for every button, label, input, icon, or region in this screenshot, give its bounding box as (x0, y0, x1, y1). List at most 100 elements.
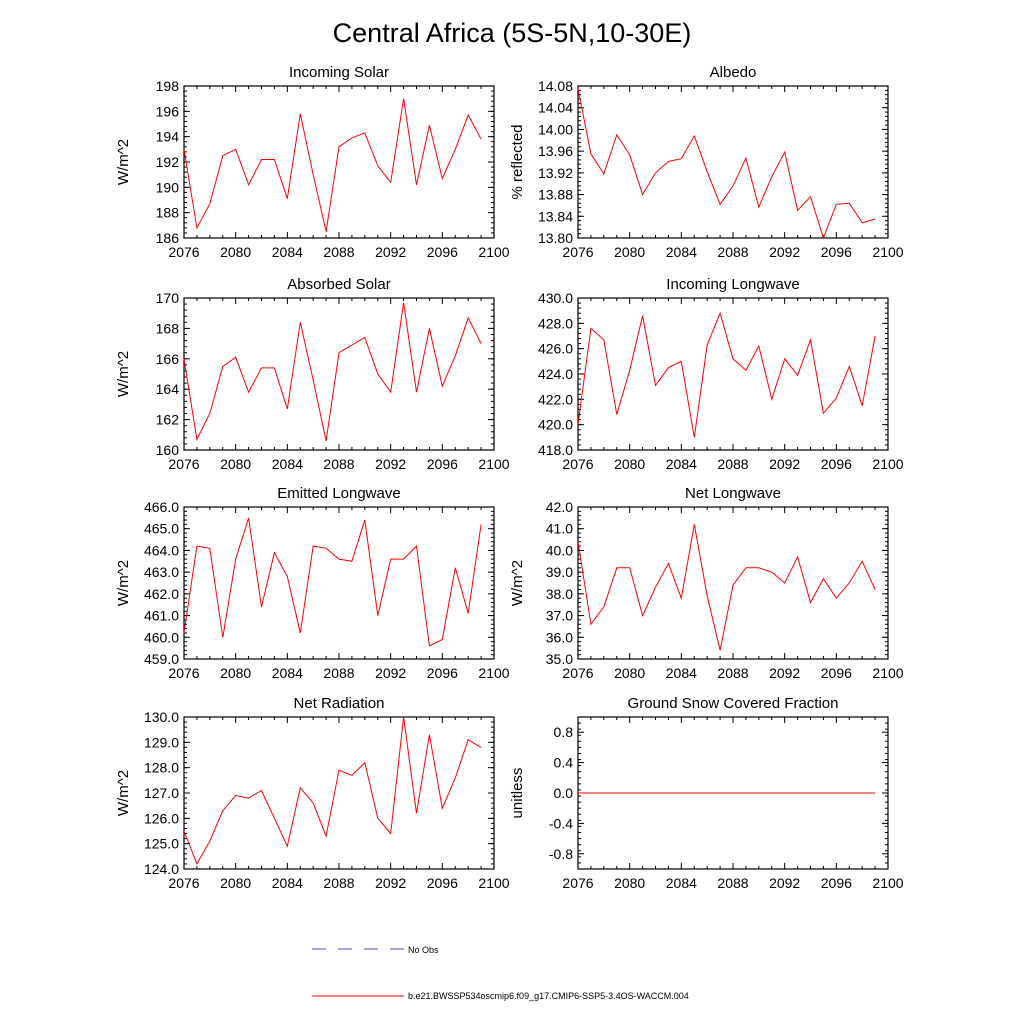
x-tick-label: 2080 (614, 875, 645, 891)
panel-title: Albedo (710, 64, 757, 81)
panels-group: Incoming Solar W/m^2 2076 2080 2084 2088 2092 2… (115, 64, 904, 891)
x-tick-label: 2080 (220, 665, 251, 681)
y-tick-label: 130.0 (144, 709, 179, 725)
series-line (183, 517, 482, 647)
y-tick-label: 125.0 (144, 836, 179, 852)
x-tick-label: 2084 (272, 456, 303, 472)
panel-albedo: Albedo % reflected 2076 2080 2084 2088 2092 209… (509, 64, 904, 260)
y-tick-label: 192 (156, 154, 180, 170)
x-tick-label: 2088 (717, 665, 748, 681)
y-tick-label: 13.80 (538, 230, 573, 246)
y-tick-label: 424.0 (538, 366, 573, 382)
x-tick-label: 2092 (769, 665, 800, 681)
series-line (183, 98, 482, 232)
panel-title: Net Radiation (294, 695, 385, 712)
x-tick-label: 2100 (478, 456, 509, 472)
x-tick-label: 2096 (427, 244, 458, 260)
y-tick-label: 420.0 (538, 417, 573, 433)
plot-frame (183, 506, 495, 660)
x-tick-label: 2100 (872, 244, 903, 260)
x-tick-label: 2076 (562, 244, 593, 260)
x-tick-label: 2096 (821, 456, 852, 472)
y-tick-label: 166 (156, 351, 180, 367)
x-tick-label: 2084 (666, 244, 697, 260)
y-tick-label: 38.0 (546, 586, 573, 602)
series-line (183, 302, 482, 442)
y-tick-label: 426.0 (538, 341, 573, 357)
y-tick-label: 459.0 (144, 651, 179, 667)
x-tick-label: 2076 (168, 875, 199, 891)
y-tick-label: 460.0 (144, 629, 179, 645)
x-tick-label: 2076 (168, 665, 199, 681)
x-tick-label: 2088 (323, 875, 354, 891)
x-tick-label: 2100 (872, 875, 903, 891)
x-tick-label: 2096 (821, 665, 852, 681)
panel-incoming-longwave: Incoming Longwave 2076 2080 2084 2088 2092 209… (538, 276, 904, 472)
x-tick-label: 2092 (769, 875, 800, 891)
y-axis-label: W/m^2 (115, 351, 132, 397)
y-axis-label: W/m^2 (115, 560, 132, 606)
x-tick-label: 2076 (562, 875, 593, 891)
y-tick-label: 186 (156, 230, 180, 246)
panel-net-longwave: Net Longwave W/m^2 2076 2080 2084 2088 2092 209… (509, 485, 904, 681)
y-tick-label: 14.04 (538, 100, 573, 116)
y-tick-label: 128.0 (144, 760, 179, 776)
y-tick-label: 0.0 (554, 785, 574, 801)
series-line (577, 88, 876, 240)
y-tick-label: 41.0 (546, 521, 573, 537)
x-tick-label: 2096 (821, 244, 852, 260)
x-tick-label: 2096 (821, 875, 852, 891)
x-tick-label: 2100 (478, 244, 509, 260)
y-tick-label: 464.0 (144, 542, 179, 558)
x-tick-label: 2088 (717, 244, 748, 260)
plot-frame (577, 297, 889, 451)
x-tick-label: 2088 (717, 456, 748, 472)
panel-title: Net Longwave (685, 485, 781, 502)
y-tick-label: 162 (156, 412, 180, 428)
panel-net-radiation: Net Radiation W/m^2 2076 2080 2084 2088 2092 20… (115, 695, 510, 891)
x-tick-label: 2080 (614, 665, 645, 681)
panel-title: Incoming Solar (289, 64, 389, 81)
y-tick-label: 462.0 (144, 586, 179, 602)
y-tick-label: 13.92 (538, 165, 573, 181)
x-tick-label: 2088 (323, 665, 354, 681)
y-tick-label: 194 (156, 129, 180, 145)
x-tick-label: 2092 (769, 244, 800, 260)
panel-title: Absorbed Solar (287, 276, 390, 293)
x-tick-label: 2076 (168, 244, 199, 260)
y-axis-label: W/m^2 (115, 770, 132, 816)
x-tick-label: 2092 (375, 244, 406, 260)
panel-absorbed-solar: Absorbed Solar W/m^2 2076 2080 2084 2088 2092 2… (115, 276, 510, 472)
x-tick-label: 2088 (717, 875, 748, 891)
legend-model-label: b.e21.BWSSP534oscmip6.f09_g17.CMIP6-SSP5… (408, 991, 689, 1001)
x-tick-label: 2084 (272, 665, 303, 681)
y-tick-label: 126.0 (144, 810, 179, 826)
x-tick-label: 2080 (614, 244, 645, 260)
y-tick-label: 129.0 (144, 734, 179, 750)
x-tick-label: 2096 (427, 456, 458, 472)
y-tick-label: 465.0 (144, 521, 179, 537)
x-tick-label: 2096 (427, 875, 458, 891)
plot-frame (577, 506, 889, 660)
x-tick-label: 2080 (614, 456, 645, 472)
panel-ground-snow-covered-fraction: Ground Snow Covered Fraction unitless 2076… (509, 695, 904, 891)
y-tick-label: 198 (156, 78, 180, 94)
x-tick-label: 2084 (272, 244, 303, 260)
y-tick-label: 35.0 (546, 651, 573, 667)
x-tick-label: 2092 (375, 456, 406, 472)
y-tick-label: 36.0 (546, 629, 573, 645)
x-tick-label: 2100 (872, 456, 903, 472)
y-tick-label: 164 (156, 381, 180, 397)
series-line (577, 524, 876, 651)
y-tick-label: 428.0 (538, 315, 573, 331)
y-tick-label: 37.0 (546, 608, 573, 624)
plot-frame (577, 85, 889, 239)
x-tick-label: 2088 (323, 244, 354, 260)
x-tick-label: 2092 (375, 875, 406, 891)
y-tick-label: 430.0 (538, 290, 573, 306)
legend-obs-label: No Obs (408, 945, 439, 955)
y-tick-label: 170 (156, 290, 180, 306)
x-tick-label: 2080 (220, 456, 251, 472)
y-tick-label: 463.0 (144, 564, 179, 580)
x-tick-label: 2076 (168, 456, 199, 472)
